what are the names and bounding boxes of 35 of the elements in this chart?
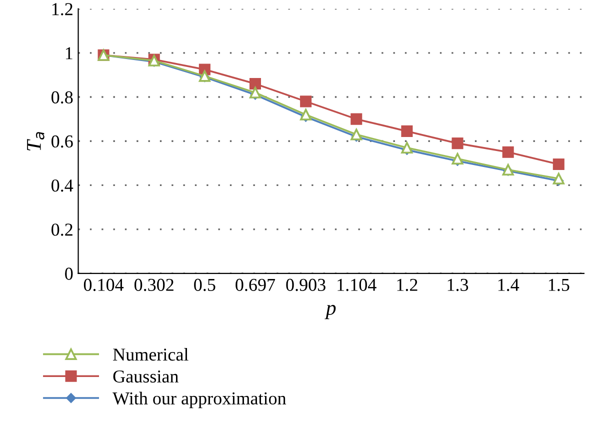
x-tick-label: 0.903 bbox=[286, 278, 326, 292]
y-axis-title: T$_{a}$ bbox=[27, 132, 44, 150]
x-tick-label: 0.5 bbox=[194, 278, 216, 292]
x-tick-label: 1.3 bbox=[448, 278, 468, 292]
x-tick-label: 0.302 bbox=[134, 278, 174, 292]
point bbox=[350, 113, 362, 125]
point bbox=[249, 78, 262, 90]
x-tick-label: 1.104 bbox=[338, 278, 376, 292]
x-tick-label: 0.104 bbox=[84, 278, 124, 292]
point bbox=[300, 108, 312, 120]
point bbox=[300, 96, 312, 108]
legend-label: Numerical bbox=[113, 348, 188, 361]
legend-label: With our approximation bbox=[112, 392, 286, 408]
point bbox=[350, 128, 362, 140]
point bbox=[452, 152, 464, 165]
y-tick-label: 1.2 bbox=[52, 3, 72, 16]
x-tick-label: 1.5 bbox=[548, 278, 570, 292]
point bbox=[401, 125, 413, 137]
legend-label: Gaussian bbox=[113, 370, 178, 383]
point bbox=[552, 158, 564, 170]
x-tick-label: 1.2 bbox=[397, 278, 418, 292]
point bbox=[552, 172, 564, 184]
y-tick-label: 0.4 bbox=[52, 179, 74, 192]
y-tick-label: 0.2 bbox=[52, 224, 72, 236]
point bbox=[502, 146, 514, 158]
y-tick-label: 0.6 bbox=[52, 135, 73, 148]
x-axis-title: p bbox=[324, 304, 336, 320]
point bbox=[249, 86, 262, 98]
point bbox=[401, 142, 413, 154]
y-tick-label: 1 bbox=[66, 47, 72, 60]
x-tick-label: 1.4 bbox=[498, 278, 520, 292]
x-tick-label: 0.697 bbox=[236, 278, 276, 292]
point bbox=[452, 138, 464, 150]
y-tick-label: 0.8 bbox=[52, 91, 73, 104]
y-tick-label: 0 bbox=[65, 268, 73, 280]
